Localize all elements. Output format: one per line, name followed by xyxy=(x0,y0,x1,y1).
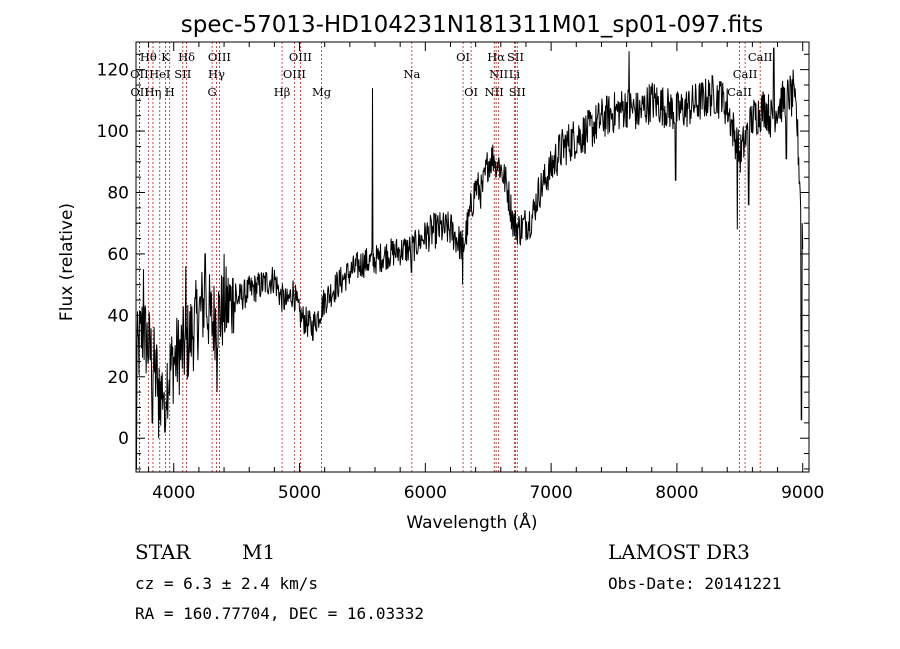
line-label: SII xyxy=(507,50,524,64)
y-tick-label: 0 xyxy=(118,429,129,449)
survey-label: LAMOST DR3 xyxy=(608,540,750,564)
line-label: Hγ xyxy=(208,67,225,81)
spectrum-line xyxy=(135,47,804,469)
y-tick-label: 60 xyxy=(107,245,129,265)
plot-frame xyxy=(135,41,810,473)
line-label: H xyxy=(165,85,175,99)
line-label: G xyxy=(208,85,217,99)
line-label: Hδ xyxy=(178,50,195,64)
line-label: CaII xyxy=(733,67,758,81)
x-axis-label: Wavelength (Å) xyxy=(406,511,537,533)
x-tick-label: 4000 xyxy=(152,483,195,503)
subclass-label: M1 xyxy=(242,540,276,564)
x-tick-label: 7000 xyxy=(529,483,572,503)
coordinates-text: RA = 160.77704, DEC = 16.03332 xyxy=(135,604,424,623)
line-label: OII xyxy=(130,85,149,99)
y-tick-label: 100 xyxy=(97,122,129,142)
y-tick-label: 120 xyxy=(97,61,129,81)
line-label: SII xyxy=(174,67,191,81)
line-label: OI xyxy=(456,50,470,64)
y-tick-label: 80 xyxy=(107,184,129,204)
line-label: OIII xyxy=(289,50,312,64)
line-label: Mg xyxy=(312,85,332,99)
line-label: Hβ xyxy=(274,85,291,99)
line-label: OIII xyxy=(208,50,231,64)
line-label: OIII xyxy=(283,67,306,81)
chart-title: spec-57013-HD104231N181311M01_sp01-097.f… xyxy=(181,12,763,38)
class-label: STAR xyxy=(135,540,191,564)
x-tick-label: 6000 xyxy=(404,483,447,503)
line-label: NII xyxy=(485,85,504,99)
line-label: OII xyxy=(130,67,149,81)
line-label: OI xyxy=(464,85,478,99)
line-label: Li xyxy=(509,67,521,81)
x-tick-label: 8000 xyxy=(655,483,698,503)
line-label: CaII xyxy=(748,50,773,64)
x-tick-label: 9000 xyxy=(781,483,824,503)
tick-labels: 4000 5000 6000 7000 8000 9000 0 20 40 60 80 100 120 xyxy=(97,61,825,503)
y-axis-label: Flux (relative) xyxy=(57,203,77,321)
line-label: Hη xyxy=(145,85,162,99)
line-label: Hθ xyxy=(140,50,157,64)
line-label: SII xyxy=(509,85,526,99)
obs-date-text: Obs-Date: 20141221 xyxy=(608,574,782,593)
y-tick-label: 20 xyxy=(107,368,129,388)
line-label: K xyxy=(161,50,170,64)
line-label: CaII xyxy=(727,85,752,99)
axis-ticks xyxy=(136,42,809,472)
line-label: HeI xyxy=(149,67,170,81)
line-label: Na xyxy=(403,67,420,81)
line-label: NII xyxy=(489,67,508,81)
redshift-text: cz = 6.3 ± 2.4 km/s xyxy=(135,574,319,593)
line-label: Hα xyxy=(487,50,505,64)
y-tick-label: 40 xyxy=(107,306,129,326)
x-tick-label: 5000 xyxy=(278,483,321,503)
